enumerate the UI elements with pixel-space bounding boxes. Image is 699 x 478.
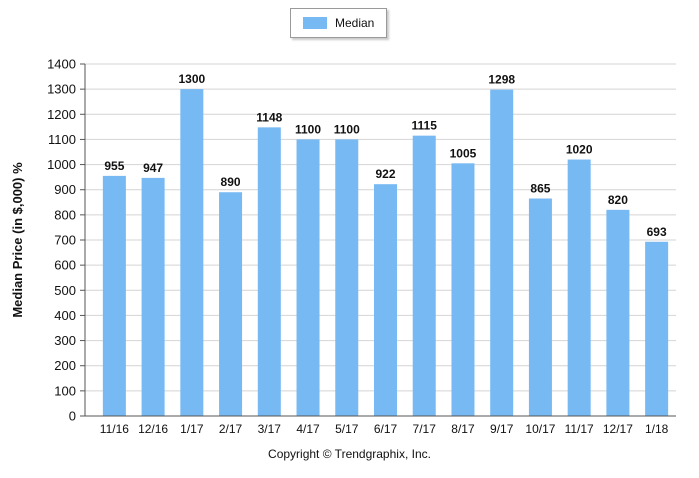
bar: [490, 89, 514, 416]
x-tick-label: 1/17: [180, 422, 204, 436]
x-tick-label: 4/17: [296, 422, 320, 436]
data-label: 1100: [295, 122, 321, 136]
data-label: 947: [143, 161, 163, 175]
legend-label: Median: [335, 16, 375, 30]
bar: [257, 127, 281, 417]
data-label: 922: [375, 167, 395, 181]
axes: 0 100 200 300 400 500 600 700 800 900 1000 1100 1200…: [47, 57, 676, 436]
y-tick-label: 500: [54, 283, 76, 298]
y-tick-label: 100: [54, 383, 76, 398]
bar: [645, 241, 669, 416]
data-label: 890: [221, 175, 241, 189]
y-tick-label: 300: [54, 333, 76, 348]
y-tick-label: 900: [54, 182, 76, 197]
data-label: 693: [647, 225, 667, 239]
x-tick-label: 10/17: [525, 422, 555, 436]
data-label: 955: [104, 159, 124, 173]
y-tick-label: 200: [54, 358, 76, 373]
bar: [335, 139, 359, 416]
bar: [451, 163, 475, 416]
y-tick-label: 1300: [47, 82, 76, 97]
bar: [180, 89, 204, 417]
data-label: 820: [608, 193, 628, 207]
x-tick-label: 3/17: [258, 422, 282, 436]
data-label: 1298: [488, 73, 515, 87]
y-axis-title: Median Price (in $,000) %: [10, 162, 25, 318]
y-tick-label: 800: [54, 207, 76, 222]
x-tick-label: 11/16: [100, 422, 129, 436]
data-label: 1020: [566, 143, 593, 157]
y-tick-label: 600: [54, 258, 76, 273]
bar: [219, 192, 243, 416]
copyright-text: Copyright © Trendgraphix, Inc.: [268, 447, 431, 461]
y-tick-label: 1000: [47, 157, 76, 172]
x-tick-label: 12/16: [138, 422, 168, 436]
bar: [102, 175, 126, 416]
bar: [296, 139, 320, 416]
x-tick-label: 7/17: [413, 422, 437, 436]
x-tick-label: 2/17: [219, 422, 243, 436]
x-tick-label: 8/17: [451, 422, 475, 436]
bar: [141, 177, 165, 416]
data-labels: 955 947 1300 890 1148 1100 1100 922 1115 1005 1298…: [104, 72, 667, 239]
data-label: 1148: [256, 110, 282, 124]
bar: [528, 198, 552, 416]
x-tick-label: 5/17: [335, 422, 359, 436]
bar: [412, 135, 436, 416]
x-tick-label: 9/17: [490, 422, 514, 436]
x-tick-label: 11/17: [565, 422, 594, 436]
y-tick-label: 0: [69, 409, 76, 424]
legend-swatch: [303, 17, 327, 29]
bars: [102, 89, 669, 417]
bar: [606, 209, 630, 416]
y-tick-label: 1100: [48, 132, 76, 147]
data-label: 1100: [334, 122, 360, 136]
x-tick-label: 1/18: [645, 422, 669, 436]
data-label: 865: [530, 182, 550, 196]
y-tick-label: 400: [54, 308, 76, 323]
bar: [374, 184, 397, 416]
y-tick-label: 700: [54, 233, 76, 248]
data-label: 1300: [178, 72, 205, 86]
x-tick-label: 12/17: [603, 422, 633, 436]
data-label: 1005: [450, 146, 477, 160]
bar: [567, 159, 591, 417]
y-tick-label: 1200: [47, 107, 76, 122]
legend: Median: [290, 8, 387, 38]
data-label: 1115: [412, 119, 438, 133]
y-tick-label: 1400: [47, 57, 76, 72]
x-tick-label: 6/17: [374, 422, 398, 436]
